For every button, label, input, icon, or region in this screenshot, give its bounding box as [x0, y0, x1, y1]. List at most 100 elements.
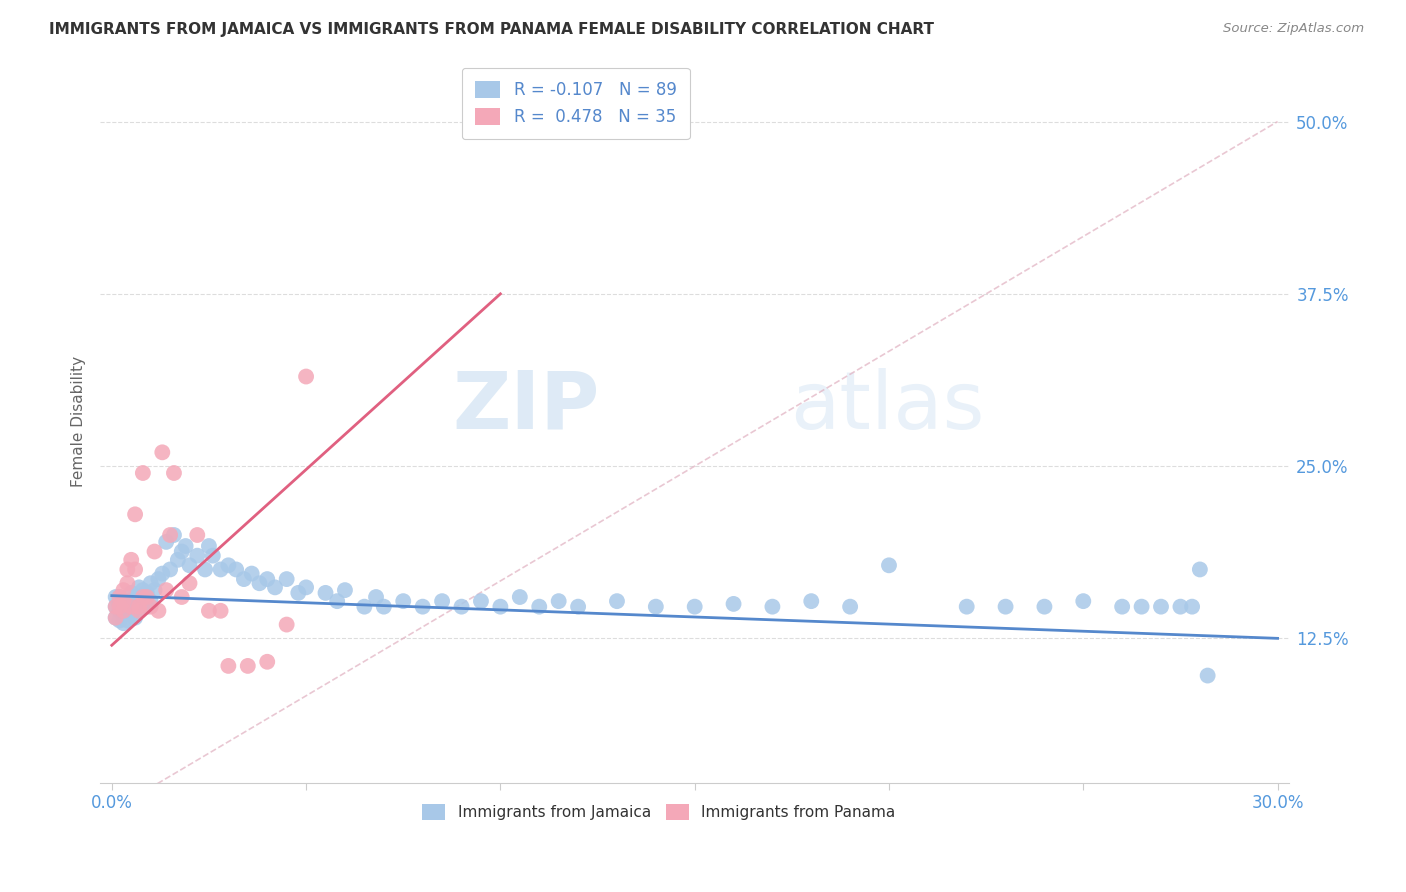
Immigrants from Jamaica: [606, 594, 628, 608]
Immigrants from Panama: [276, 617, 298, 632]
Immigrants from Panama: [198, 604, 221, 618]
Immigrants from Jamaica: [108, 590, 131, 604]
Immigrants from Panama: [120, 553, 142, 567]
Immigrants from Jamaica: [166, 553, 188, 567]
Immigrants from Jamaica: [1150, 599, 1173, 614]
Immigrants from Jamaica: [139, 594, 162, 608]
Immigrants from Jamaica: [264, 580, 287, 594]
Immigrants from Panama: [128, 599, 150, 614]
Immigrants from Panama: [150, 445, 173, 459]
Immigrants from Jamaica: [120, 607, 142, 622]
Immigrants from Jamaica: [956, 599, 979, 614]
Immigrants from Panama: [217, 659, 239, 673]
Immigrants from Jamaica: [232, 572, 254, 586]
Immigrants from Jamaica: [104, 599, 127, 614]
Immigrants from Jamaica: [108, 597, 131, 611]
Immigrants from Jamaica: [159, 562, 181, 576]
Immigrants from Jamaica: [489, 599, 512, 614]
Immigrants from Jamaica: [509, 590, 531, 604]
Immigrants from Jamaica: [1111, 599, 1133, 614]
Immigrants from Jamaica: [392, 594, 415, 608]
Immigrants from Jamaica: [108, 614, 131, 628]
Y-axis label: Female Disability: Female Disability: [72, 356, 86, 487]
Immigrants from Jamaica: [287, 586, 309, 600]
Immigrants from Jamaica: [276, 572, 298, 586]
Immigrants from Jamaica: [135, 599, 157, 614]
Immigrants from Panama: [135, 590, 157, 604]
Immigrants from Panama: [236, 659, 259, 673]
Immigrants from Panama: [117, 576, 139, 591]
Immigrants from Jamaica: [470, 594, 492, 608]
Immigrants from Jamaica: [139, 576, 162, 591]
Immigrants from Panama: [112, 594, 135, 608]
Immigrants from Jamaica: [412, 599, 434, 614]
Immigrants from Panama: [209, 604, 232, 618]
Immigrants from Jamaica: [225, 562, 247, 576]
Immigrants from Jamaica: [117, 604, 139, 618]
Immigrants from Jamaica: [683, 599, 706, 614]
Immigrants from Panama: [295, 369, 318, 384]
Immigrants from Panama: [148, 604, 170, 618]
Immigrants from Jamaica: [179, 558, 201, 573]
Text: atlas: atlas: [790, 368, 984, 446]
Immigrants from Jamaica: [117, 614, 139, 628]
Immigrants from Jamaica: [108, 604, 131, 618]
Immigrants from Panama: [124, 562, 146, 576]
Immigrants from Panama: [179, 576, 201, 591]
Immigrants from Jamaica: [249, 576, 271, 591]
Immigrants from Jamaica: [644, 599, 666, 614]
Immigrants from Jamaica: [877, 558, 900, 573]
Immigrants from Panama: [132, 466, 155, 480]
Immigrants from Jamaica: [201, 549, 224, 563]
Immigrants from Panama: [112, 583, 135, 598]
Immigrants from Jamaica: [112, 594, 135, 608]
Text: IMMIGRANTS FROM JAMAICA VS IMMIGRANTS FROM PANAMA FEMALE DISABILITY CORRELATION : IMMIGRANTS FROM JAMAICA VS IMMIGRANTS FR…: [49, 22, 934, 37]
Text: ZIP: ZIP: [453, 368, 599, 446]
Immigrants from Jamaica: [315, 586, 337, 600]
Immigrants from Panama: [143, 544, 166, 558]
Immigrants from Jamaica: [117, 594, 139, 608]
Immigrants from Jamaica: [240, 566, 263, 581]
Immigrants from Panama: [112, 604, 135, 618]
Immigrants from Jamaica: [364, 590, 387, 604]
Immigrants from Panama: [163, 466, 186, 480]
Immigrants from Jamaica: [186, 549, 208, 563]
Immigrants from Jamaica: [174, 539, 197, 553]
Immigrants from Panama: [155, 583, 177, 598]
Immigrants from Panama: [170, 590, 193, 604]
Immigrants from Panama: [104, 599, 127, 614]
Immigrants from Jamaica: [1197, 668, 1219, 682]
Immigrants from Panama: [139, 599, 162, 614]
Immigrants from Jamaica: [567, 599, 589, 614]
Immigrants from Jamaica: [723, 597, 745, 611]
Immigrants from Jamaica: [148, 572, 170, 586]
Immigrants from Jamaica: [1170, 599, 1192, 614]
Immigrants from Jamaica: [198, 539, 221, 553]
Immigrants from Jamaica: [143, 583, 166, 598]
Immigrants from Panama: [108, 599, 131, 614]
Immigrants from Jamaica: [1130, 599, 1153, 614]
Immigrants from Jamaica: [120, 597, 142, 611]
Immigrants from Jamaica: [104, 590, 127, 604]
Immigrants from Jamaica: [104, 610, 127, 624]
Immigrants from Jamaica: [194, 562, 217, 576]
Immigrants from Jamaica: [217, 558, 239, 573]
Immigrants from Panama: [132, 590, 155, 604]
Immigrants from Jamaica: [326, 594, 349, 608]
Immigrants from Panama: [128, 604, 150, 618]
Immigrants from Panama: [186, 528, 208, 542]
Immigrants from Jamaica: [124, 590, 146, 604]
Immigrants from Jamaica: [120, 586, 142, 600]
Immigrants from Jamaica: [1181, 599, 1204, 614]
Text: Source: ZipAtlas.com: Source: ZipAtlas.com: [1223, 22, 1364, 36]
Immigrants from Jamaica: [150, 566, 173, 581]
Immigrants from Jamaica: [209, 562, 232, 576]
Immigrants from Jamaica: [112, 616, 135, 631]
Immigrants from Jamaica: [124, 610, 146, 624]
Immigrants from Panama: [117, 562, 139, 576]
Immigrants from Panama: [256, 655, 278, 669]
Immigrants from Jamaica: [800, 594, 823, 608]
Immigrants from Jamaica: [333, 583, 356, 598]
Immigrants from Jamaica: [163, 528, 186, 542]
Immigrants from Jamaica: [135, 586, 157, 600]
